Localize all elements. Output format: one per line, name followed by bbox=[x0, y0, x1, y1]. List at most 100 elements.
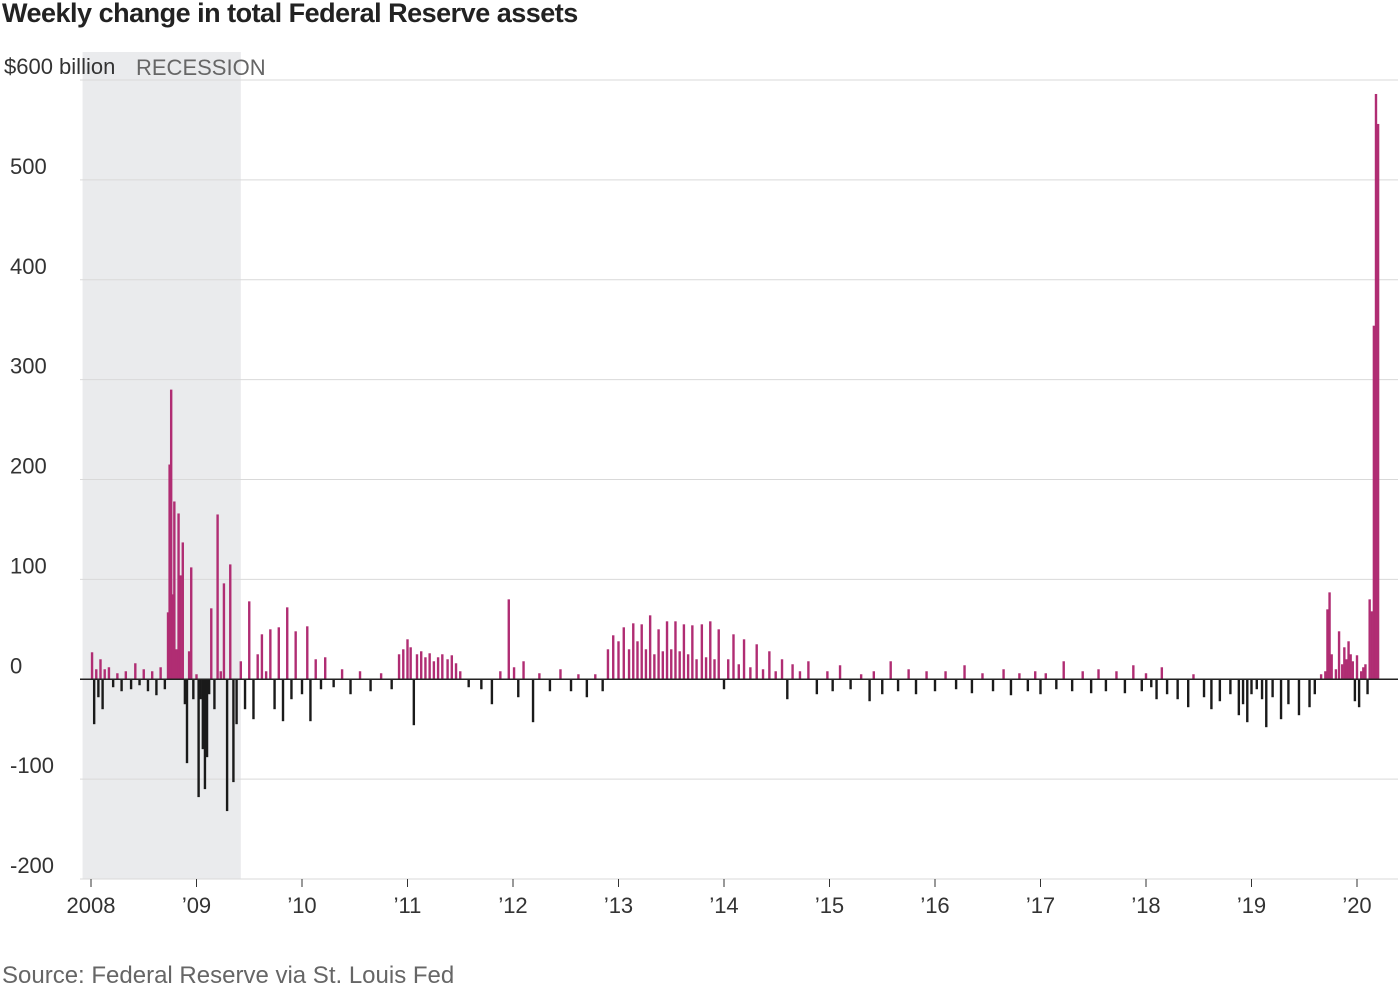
bar bbox=[881, 679, 884, 695]
bar bbox=[163, 679, 167, 690]
bar bbox=[1018, 673, 1021, 680]
bar bbox=[577, 674, 580, 680]
bar bbox=[219, 671, 222, 680]
bar bbox=[606, 649, 610, 680]
bar bbox=[1150, 679, 1153, 688]
bar bbox=[1255, 679, 1258, 690]
x-tick-label: ’19 bbox=[1237, 893, 1266, 918]
bar bbox=[101, 679, 104, 710]
bar bbox=[1368, 599, 1371, 680]
gridlines bbox=[80, 79, 1398, 880]
bar bbox=[644, 649, 648, 680]
bar bbox=[169, 389, 173, 680]
bar bbox=[499, 671, 502, 680]
bar bbox=[197, 679, 200, 798]
bar bbox=[239, 661, 243, 680]
x-axis: 2008 ’09 ’10 ’11 ’12 ’13 ’14 ’15 ’16 ’17 ’18 ’19 ’20 bbox=[67, 879, 1372, 918]
bar bbox=[774, 671, 777, 680]
bar bbox=[179, 575, 182, 680]
bar bbox=[1155, 679, 1158, 700]
bar bbox=[1009, 679, 1013, 696]
bar bbox=[201, 679, 205, 750]
bar bbox=[522, 661, 525, 680]
bar bbox=[1132, 665, 1135, 680]
bar bbox=[914, 679, 918, 695]
bar bbox=[103, 669, 106, 680]
bar bbox=[319, 679, 323, 690]
x-tick-label: ’18 bbox=[1131, 893, 1160, 918]
bar bbox=[216, 514, 219, 680]
bar bbox=[168, 464, 171, 680]
recession-band bbox=[82, 52, 241, 879]
bar bbox=[264, 671, 268, 680]
y-tick-label: 0 bbox=[10, 653, 22, 678]
bar bbox=[691, 625, 694, 680]
bar bbox=[1364, 664, 1367, 680]
bar bbox=[722, 679, 726, 690]
bar bbox=[290, 679, 293, 700]
bar bbox=[831, 679, 834, 692]
bar bbox=[970, 679, 974, 694]
bar bbox=[332, 679, 335, 688]
bar bbox=[207, 679, 211, 695]
y-axis: $600 billion 500 400 300 200 100 0 -100 -200 bbox=[4, 54, 115, 878]
bar bbox=[709, 621, 712, 680]
bar bbox=[653, 654, 656, 680]
bar bbox=[138, 679, 141, 686]
bar bbox=[213, 679, 216, 710]
bar bbox=[166, 612, 170, 680]
bar bbox=[155, 679, 158, 696]
bar bbox=[205, 679, 209, 758]
y-tick-label: 300 bbox=[10, 354, 47, 379]
bar bbox=[559, 669, 562, 680]
y-tick-label: 500 bbox=[10, 154, 47, 179]
bar bbox=[686, 654, 690, 680]
y-tick-label: 100 bbox=[10, 553, 47, 578]
bar bbox=[1376, 123, 1380, 680]
chart-title: Weekly change in total Federal Reserve a… bbox=[2, 0, 578, 28]
x-tick-label: ’20 bbox=[1342, 893, 1371, 918]
bar bbox=[95, 669, 98, 680]
bar bbox=[120, 679, 123, 692]
bar bbox=[340, 669, 344, 680]
x-tick-label: ’11 bbox=[394, 893, 422, 918]
bar bbox=[742, 639, 746, 680]
bar bbox=[1370, 611, 1373, 680]
bar bbox=[306, 626, 309, 680]
bar bbox=[1362, 667, 1365, 680]
bar bbox=[99, 659, 102, 680]
bar bbox=[190, 567, 193, 680]
bar bbox=[409, 647, 412, 680]
bar bbox=[436, 657, 440, 680]
bar bbox=[1229, 679, 1232, 695]
bar bbox=[889, 661, 892, 680]
bar bbox=[981, 673, 984, 680]
bar bbox=[1210, 679, 1213, 710]
bar bbox=[1357, 679, 1361, 708]
y-tick-label: $600 billion bbox=[4, 54, 115, 79]
bar bbox=[1287, 679, 1290, 705]
bar bbox=[134, 663, 137, 680]
recession-layer: RECESSION bbox=[82, 52, 266, 879]
bar bbox=[1330, 654, 1333, 680]
bar bbox=[187, 651, 191, 680]
bar bbox=[277, 627, 280, 680]
bar bbox=[150, 671, 154, 680]
x-tick-label: 2008 bbox=[67, 893, 116, 918]
bar bbox=[755, 644, 758, 680]
x-tick-label: ’17 bbox=[1026, 893, 1055, 918]
bar bbox=[107, 667, 111, 680]
bar bbox=[412, 679, 416, 726]
bar bbox=[954, 679, 958, 690]
bar bbox=[661, 651, 665, 680]
bar bbox=[232, 679, 235, 783]
bar bbox=[872, 671, 876, 680]
bar bbox=[243, 679, 247, 710]
x-tick-label: ’13 bbox=[604, 893, 633, 918]
bar bbox=[177, 513, 180, 680]
bar bbox=[309, 679, 312, 722]
bar bbox=[838, 665, 842, 680]
bar bbox=[1372, 325, 1376, 680]
bar bbox=[1353, 679, 1357, 702]
bar bbox=[480, 679, 483, 690]
